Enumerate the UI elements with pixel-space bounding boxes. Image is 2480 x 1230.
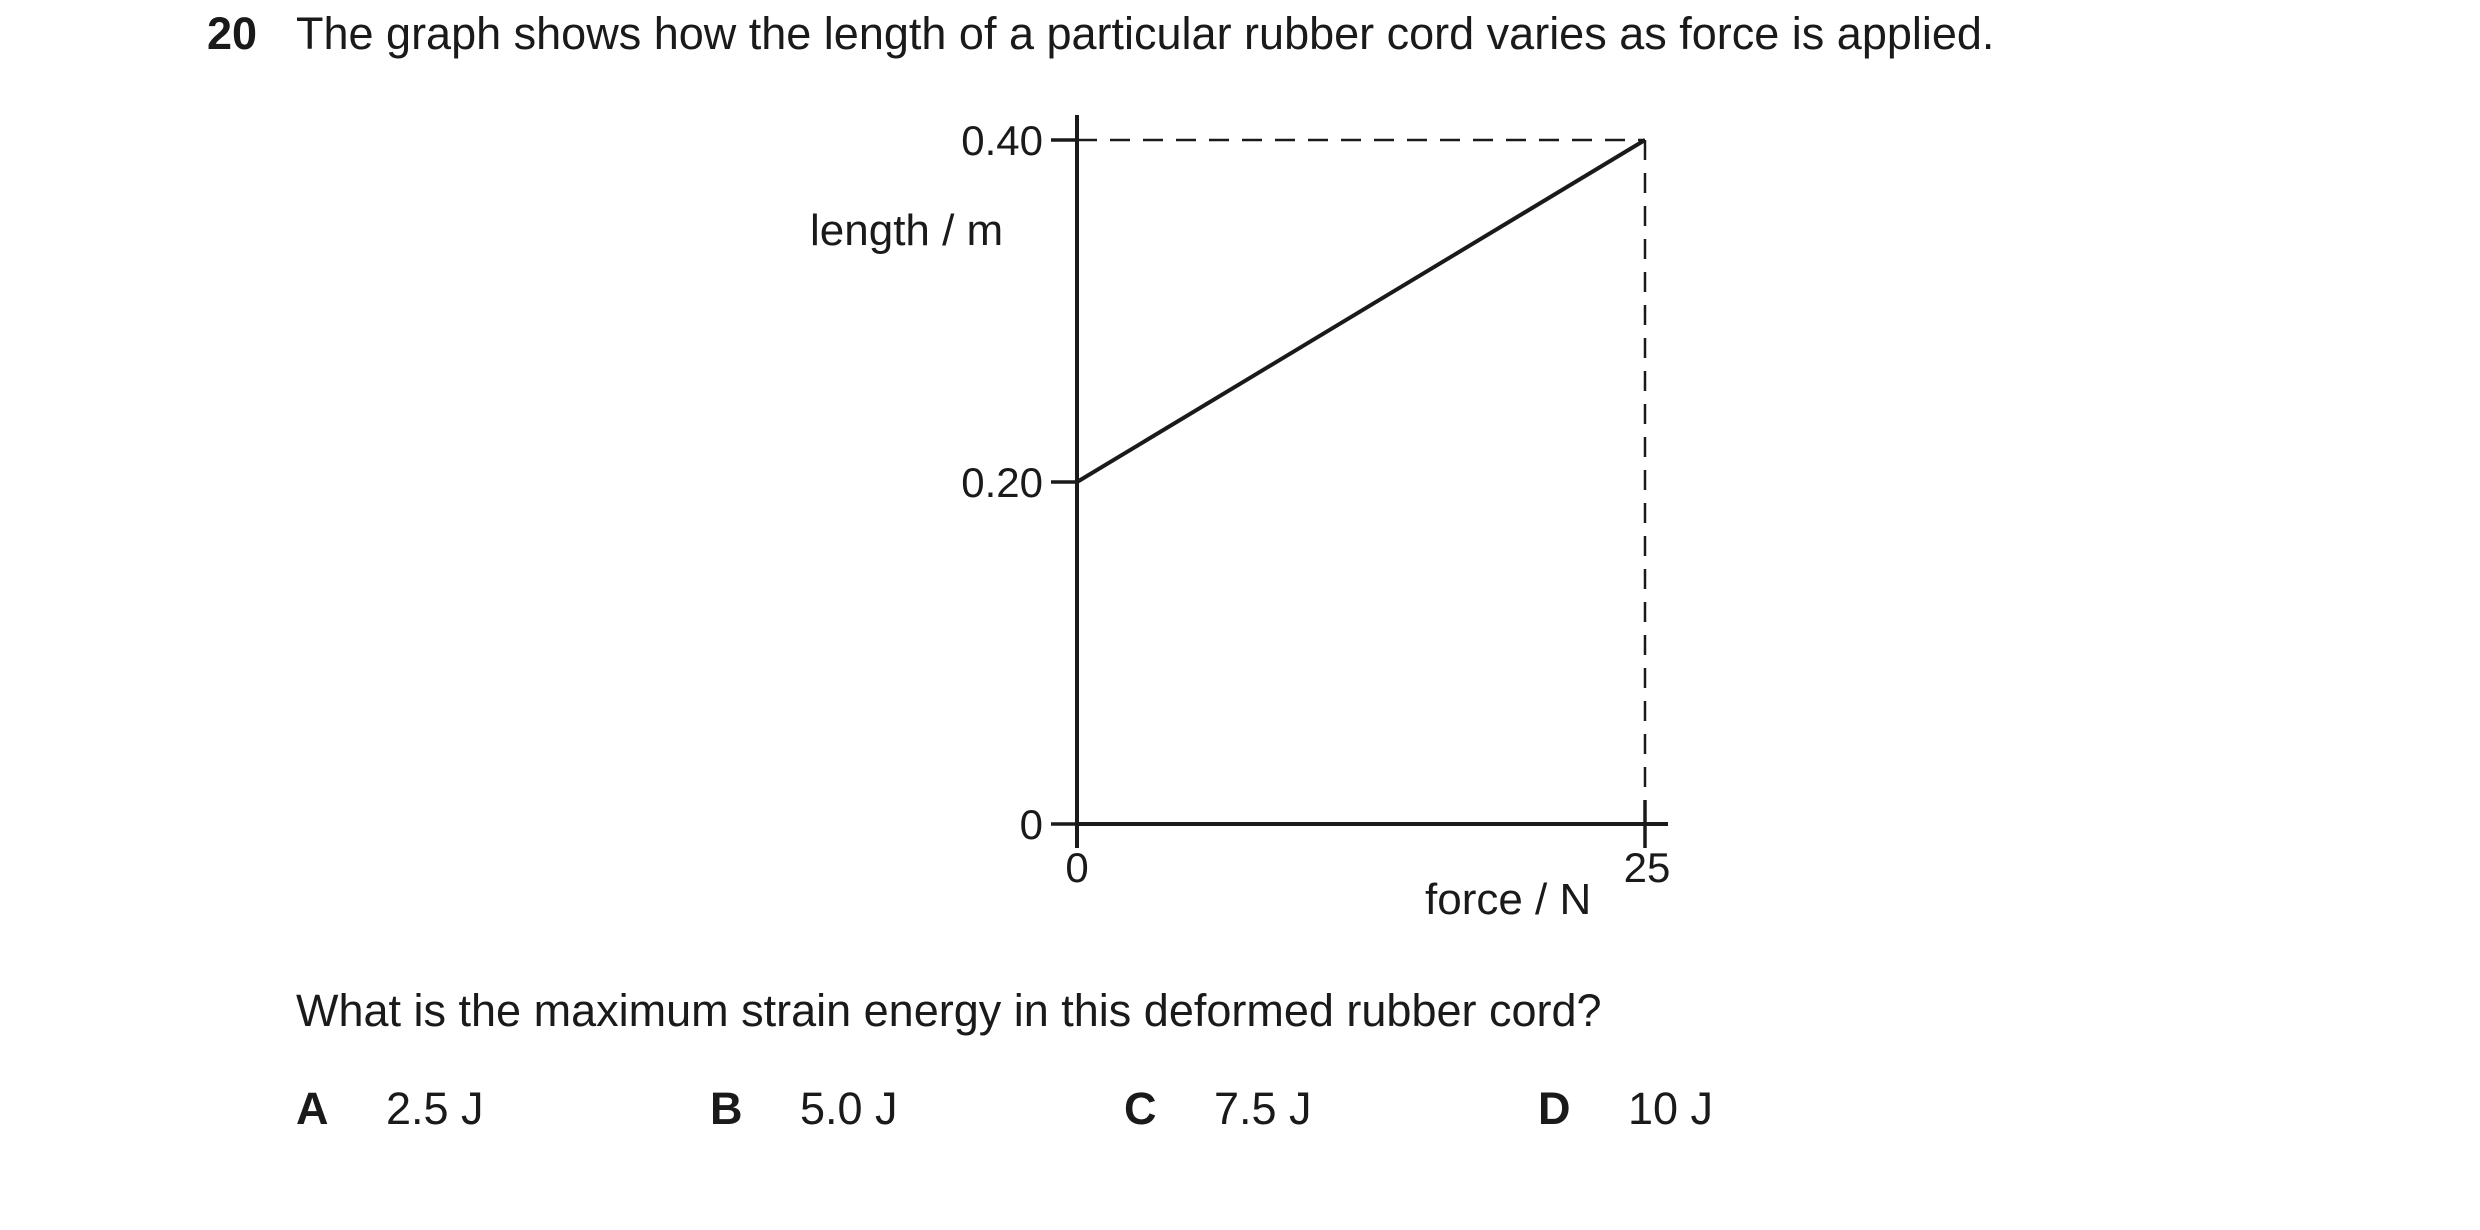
question-stem: The graph shows how the length of a part… xyxy=(296,8,1995,59)
option-text: 5.0 J xyxy=(800,1083,898,1134)
option-c[interactable]: C 7.5 J xyxy=(1124,1083,1312,1135)
option-letter: C xyxy=(1124,1083,1157,1134)
x-tick-label-0: 0 xyxy=(1065,844,1088,891)
option-letter: D xyxy=(1538,1083,1571,1134)
x-tick-label-25: 25 xyxy=(1624,844,1671,891)
question-prompt: What is the maximum strain energy in thi… xyxy=(296,985,1602,1036)
y-tick-label-0.20: 0.20 xyxy=(961,459,1043,506)
option-letter: A xyxy=(296,1083,329,1134)
length-force-line xyxy=(1075,138,1647,484)
option-letter: B xyxy=(710,1083,743,1134)
y-tick-label-0: 0 xyxy=(1020,801,1043,848)
option-text: 10 J xyxy=(1628,1083,1714,1134)
option-text: 7.5 J xyxy=(1214,1083,1312,1134)
y-axis-title: length / m xyxy=(810,206,1003,255)
question-number: 20 xyxy=(207,8,258,59)
x-axis-title: force / N xyxy=(1425,875,1591,924)
option-d[interactable]: D 10 J xyxy=(1538,1083,1713,1135)
length-force-graph: 0 0.20 0.40 0 25 length / m force / N xyxy=(810,115,1671,924)
option-text: 2.5 J xyxy=(386,1083,484,1134)
option-a[interactable]: A 2.5 J xyxy=(296,1083,484,1135)
option-b[interactable]: B 5.0 J xyxy=(710,1083,898,1135)
y-tick-label-0.40: 0.40 xyxy=(961,117,1043,164)
